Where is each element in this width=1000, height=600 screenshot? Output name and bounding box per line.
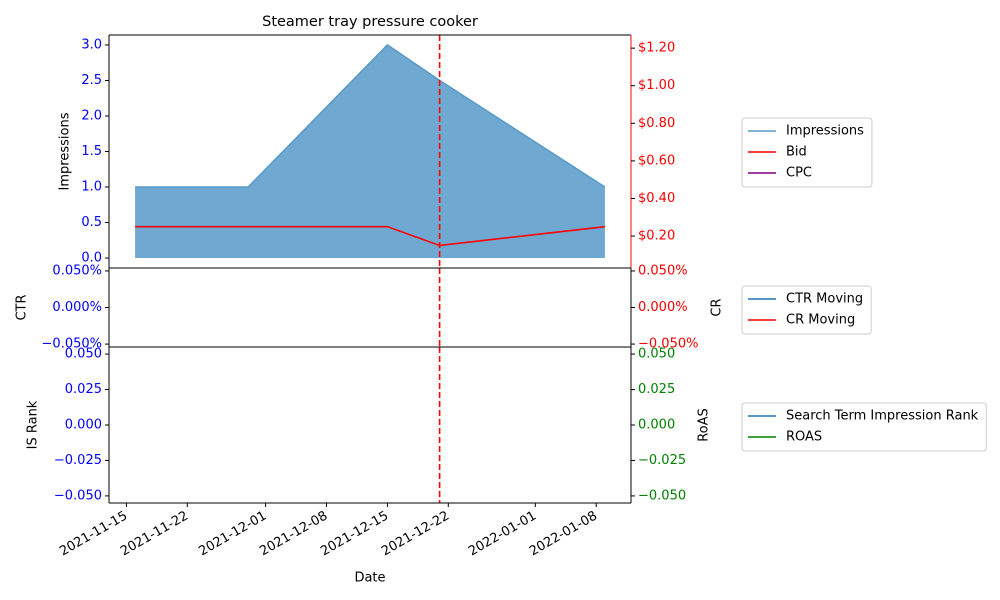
y2-tick-label: $0.40: [638, 191, 675, 206]
y-tick-label: 1.5: [81, 144, 102, 159]
line: [135, 225, 605, 247]
legend: [741, 402, 987, 452]
area: [135, 44, 605, 259]
y-axis-label: Impressions: [58, 112, 73, 190]
legend-label: ROAS: [786, 430, 822, 445]
y-tick-label: 2.0: [81, 108, 102, 123]
y-tick-label: 0.025: [65, 382, 102, 397]
legend: [741, 285, 872, 335]
y-tick-label: −0.025: [54, 453, 102, 468]
y-tick-label: 0.000%: [52, 300, 102, 315]
y-tick-label: 2.5: [81, 73, 102, 88]
y-tick-label: −0.050: [54, 488, 102, 503]
y2-axis-label: CR: [710, 298, 725, 316]
y2-tick-label: $1.20: [638, 41, 675, 56]
x-axis-label: Date: [354, 571, 385, 586]
y2-tick-label: −0.025: [638, 453, 686, 468]
y-axis-label: CTR: [15, 294, 30, 320]
y-tick-label: 0.5: [81, 215, 102, 230]
y-tick-label: 0.0: [81, 251, 102, 266]
y2-tick-label: $0.80: [638, 116, 675, 131]
y2-tick-label: $1.00: [638, 78, 675, 93]
legend-label: Impressions: [786, 124, 864, 139]
legend: [741, 117, 873, 188]
y2-tick-label: −0.050: [638, 488, 686, 503]
y-tick-label: 0.050%: [52, 263, 102, 278]
legend-label: CTR Moving: [786, 292, 863, 307]
legend-label: CPC: [786, 166, 812, 181]
y-axis-label: IS Rank: [26, 400, 41, 449]
y2-tick-label: 0.050%: [638, 263, 688, 278]
y2-tick-label: −0.050%: [638, 337, 698, 352]
y-tick-label: 3.0: [81, 37, 102, 52]
legend-label: Search Term Impression Rank: [786, 409, 979, 424]
y2-tick-label: 0.000%: [638, 300, 688, 315]
y2-tick-label: 0.050: [638, 347, 675, 362]
y2-tick-label: 0.025: [638, 382, 675, 397]
plot-area: [135, 43, 606, 259]
y2-tick-label: $0.20: [638, 229, 675, 244]
legend-label: CR Moving: [786, 313, 855, 328]
y-tick-label: −0.050%: [42, 337, 102, 352]
y2-axis-label: RoAS: [697, 408, 712, 442]
y2-tick-label: $0.60: [638, 153, 675, 168]
chart-title: Steamer tray pressure cooker: [262, 14, 478, 30]
y-tick-label: 1.0: [81, 180, 102, 195]
line: [135, 43, 606, 188]
legend-label: Bid: [786, 145, 807, 160]
y2-tick-label: 0.000: [638, 418, 675, 433]
y-tick-label: 0.050: [65, 347, 102, 362]
y-tick-label: 0.000: [65, 418, 102, 433]
